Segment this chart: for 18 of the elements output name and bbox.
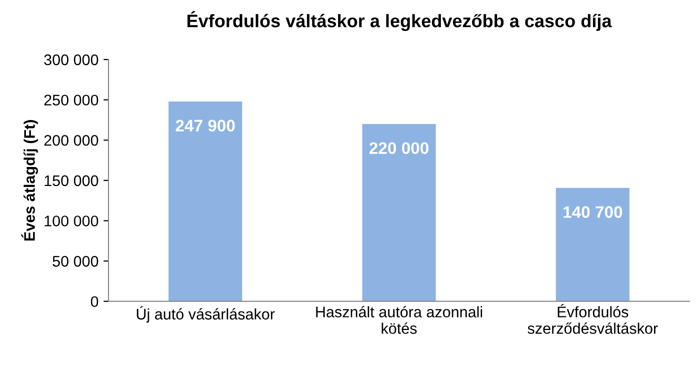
y-tick-label: 200 000	[44, 134, 98, 146]
y-axis-title: Éves átlagdíj (Ft)	[21, 120, 38, 241]
data-label: 220 000	[369, 142, 428, 154]
y-tick-label: 100 000	[44, 216, 98, 226]
y-tick-label: 300 000	[44, 54, 98, 66]
bar	[168, 102, 242, 302]
y-tick-label: 250 000	[44, 94, 98, 106]
data-label: 247 900	[176, 120, 235, 132]
x-tick-label: Évfordulós szerződésváltáskor	[528, 304, 658, 334]
y-tick-label: 0	[90, 296, 98, 308]
bar	[362, 124, 436, 302]
bar	[556, 188, 630, 302]
chart-title: Évfordulós váltáskor a legkedvezőbb a casco díja	[187, 11, 612, 31]
data-label: 140 700	[564, 206, 622, 218]
y-tick-label: 150 000	[44, 175, 98, 186]
y-tick-label: 50 000	[52, 256, 98, 267]
x-tick-label: Használt autóra azonnali kötés	[316, 306, 482, 334]
x-tick-label: Új autó vásárlásakor	[136, 306, 275, 323]
